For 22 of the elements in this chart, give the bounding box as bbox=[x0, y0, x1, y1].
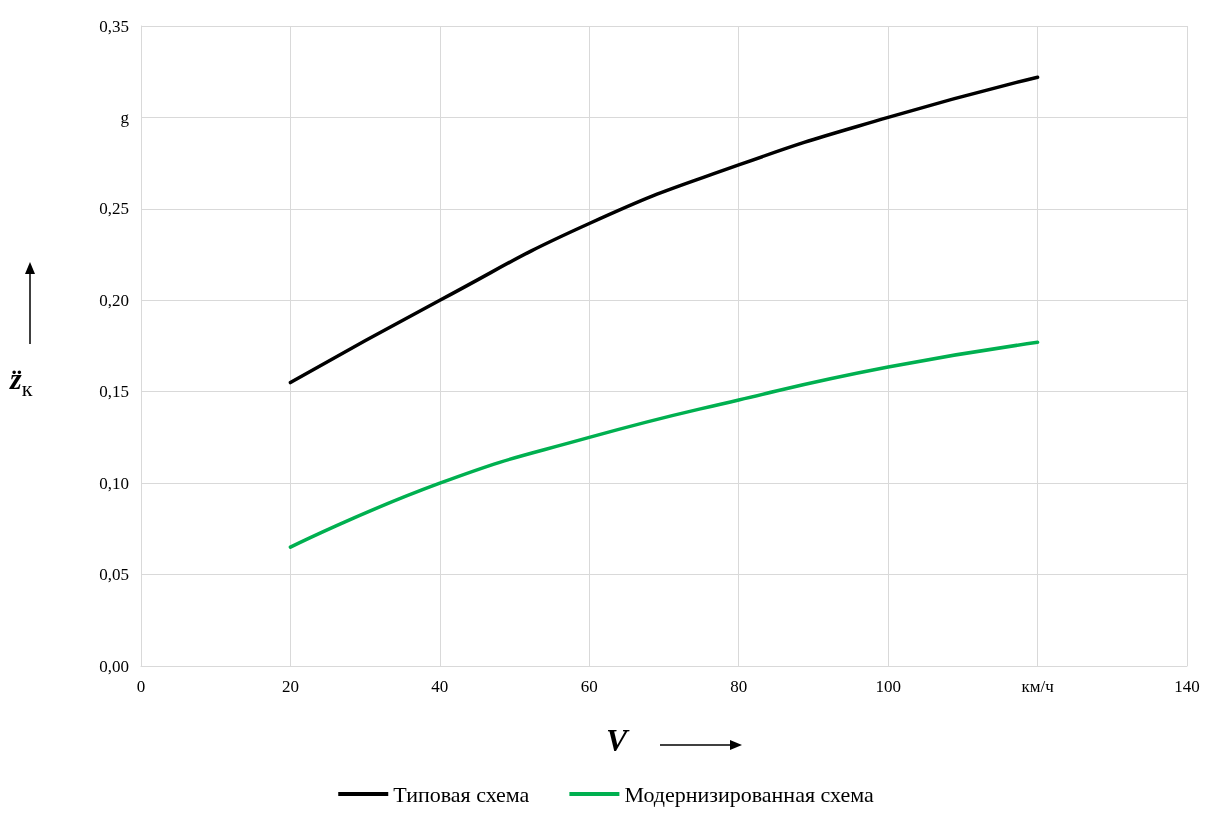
y-tick-label: 0,10 bbox=[99, 473, 129, 493]
x-tick-label: 20 bbox=[281, 677, 299, 696]
y-tick-label: 0,00 bbox=[99, 656, 129, 676]
x-tick-label: 140 bbox=[1174, 677, 1200, 696]
x-tick-label: 40 bbox=[431, 677, 449, 696]
y-tick-label: 0,15 bbox=[99, 382, 129, 402]
x-tick-label: 0 bbox=[136, 677, 146, 696]
line-series bbox=[288, 75, 1040, 385]
y-tick-label: 0,20 bbox=[99, 290, 129, 310]
legend-label: Модернизированная схема bbox=[624, 781, 874, 807]
x-axis-title: V bbox=[606, 722, 628, 759]
x-tick-label: 80 bbox=[730, 677, 748, 696]
y-axis-title: z̈$_{к}$ bbox=[10, 362, 33, 402]
y-tick-label: 0,25 bbox=[99, 199, 129, 219]
legend-label: Типовая схема bbox=[393, 781, 530, 807]
y-tick-label: g bbox=[120, 107, 130, 127]
x-tick-label: км/ч bbox=[1021, 677, 1055, 696]
x-tick-label: 60 bbox=[580, 677, 598, 696]
y-tick-label: 0,35 bbox=[99, 16, 129, 36]
x-tick-label: 100 bbox=[875, 677, 901, 696]
line-series bbox=[288, 340, 1040, 549]
y-tick-label: 0,05 bbox=[99, 565, 129, 585]
